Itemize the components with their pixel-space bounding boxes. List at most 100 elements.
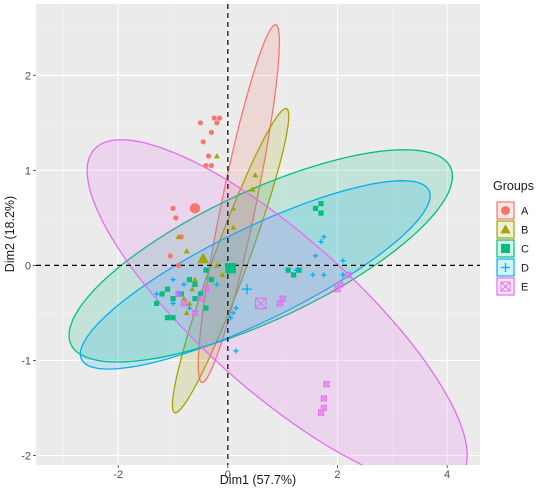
point-group-b <box>230 205 237 211</box>
point-group-d <box>318 239 324 245</box>
point-group-a <box>217 115 223 121</box>
legend-item-b: B <box>496 220 528 239</box>
legend-item-d: D <box>496 258 529 277</box>
point-group-d <box>312 253 319 259</box>
point-group-c <box>153 300 160 307</box>
legend-marker-e <box>500 281 511 292</box>
axis-ticks: -2 0 2 4 -2 -1 0 1 2 <box>21 70 450 481</box>
point-group-c <box>164 286 171 292</box>
point-group-a <box>208 162 215 169</box>
point-group-a <box>214 120 220 126</box>
point-group-a <box>167 253 173 259</box>
point-group-d <box>321 272 327 278</box>
point-group-b <box>219 271 226 278</box>
point-group-d <box>181 281 187 288</box>
point-group-c <box>170 296 176 302</box>
y-tick-label: -1 <box>21 355 31 367</box>
point-group-d <box>227 315 234 321</box>
point-group-e <box>202 286 210 293</box>
x-tick-label: 0 <box>225 469 231 481</box>
point-group-e <box>320 395 327 402</box>
point-group-d <box>170 277 176 283</box>
point-group-b <box>181 295 187 301</box>
point-group-b <box>191 276 198 282</box>
legend-marker-c <box>501 244 510 253</box>
point-group-c <box>203 305 209 311</box>
ellipse-group-b <box>171 107 290 414</box>
grid-lines <box>36 4 480 465</box>
y-axis-label: Dim2 (18.2%) <box>3 196 17 272</box>
point-group-e <box>276 300 284 307</box>
point-group-d <box>340 272 346 278</box>
legend-title: Groups <box>493 179 534 193</box>
point-group-a <box>206 153 212 159</box>
x-axis-label: Dim1 (57.7%) <box>220 473 296 487</box>
point-group-c <box>312 205 319 211</box>
point-group-e <box>191 309 199 317</box>
centroid-group-a <box>189 203 201 214</box>
point-group-c <box>197 291 204 297</box>
point-group-d <box>153 291 160 297</box>
x-tick-label: -2 <box>113 469 123 481</box>
point-group-b <box>230 224 237 230</box>
point-group-e <box>180 300 188 307</box>
point-group-e <box>197 295 204 302</box>
y-tick-label: 2 <box>25 70 31 82</box>
point-group-a <box>170 205 176 211</box>
point-group-a <box>208 129 215 135</box>
legend-marker-a <box>501 206 510 215</box>
point-group-d <box>233 305 239 311</box>
point-group-a <box>211 115 217 121</box>
point-group-d <box>233 348 239 354</box>
point-group-d <box>214 281 220 288</box>
legend-item-e: E <box>496 277 528 296</box>
point-group-d <box>186 305 193 311</box>
legend-label-b: B <box>521 225 528 237</box>
point-group-d <box>230 310 236 316</box>
point-group-e <box>334 286 341 293</box>
legend-label-c: C <box>521 244 529 256</box>
point-group-c <box>291 272 297 278</box>
point-group-c <box>208 277 215 283</box>
point-group-c <box>203 267 209 273</box>
point-group-a <box>200 139 206 145</box>
centroid-group-e <box>255 297 267 310</box>
legend-item-a: A <box>496 201 529 220</box>
point-group-c <box>192 296 198 302</box>
point-group-c <box>285 267 291 273</box>
point-group-d <box>321 234 327 240</box>
point-group-a <box>173 215 179 221</box>
point-group-b <box>183 309 190 316</box>
point-group-e <box>320 404 327 412</box>
legend-marker-b <box>500 224 511 234</box>
point-group-b <box>183 248 190 254</box>
point-group-b <box>189 286 196 292</box>
point-group-b <box>186 300 193 306</box>
legend-label-e: E <box>521 282 528 294</box>
point-group-d <box>293 267 299 273</box>
point-group-d <box>170 300 176 307</box>
point-group-c <box>318 201 324 207</box>
y-tick-label: -2 <box>21 450 31 462</box>
legend-label-d: D <box>521 263 529 275</box>
x-tick-label: 2 <box>334 469 340 481</box>
point-group-b <box>252 172 259 178</box>
legend-label-a: A <box>521 206 529 218</box>
point-group-b <box>213 153 220 159</box>
point-group-e <box>345 271 352 278</box>
point-group-c <box>318 210 324 216</box>
data-points <box>153 115 352 416</box>
point-group-a <box>203 162 209 169</box>
point-group-b <box>213 262 220 268</box>
point-group-c <box>186 277 193 283</box>
point-group-e <box>175 290 182 298</box>
reference-lines <box>36 4 480 465</box>
centroid-group-b <box>197 252 210 264</box>
y-tick-label: 1 <box>25 165 31 177</box>
point-group-e <box>323 381 330 388</box>
x-tick-label: 4 <box>444 469 450 481</box>
centroid-group-d <box>241 283 253 295</box>
legend-item-c: C <box>496 239 529 258</box>
